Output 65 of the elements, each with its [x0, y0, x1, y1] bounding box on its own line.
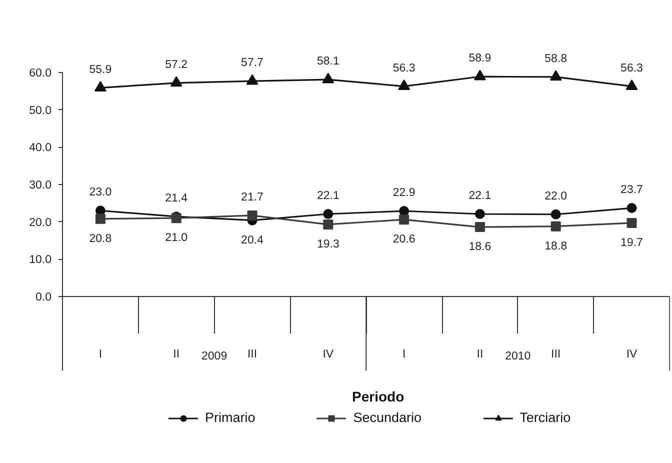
point	[399, 206, 410, 216]
point	[170, 76, 182, 87]
text: 2009	[202, 350, 228, 362]
data-label: 23.0	[89, 186, 112, 199]
point	[550, 221, 561, 232]
text: 2010	[505, 350, 531, 362]
data-label: 57.7	[241, 57, 264, 70]
data-label: 22.0	[544, 190, 568, 202]
point	[399, 214, 410, 225]
point	[398, 79, 410, 90]
data-label: 19.3	[316, 238, 340, 250]
data-label: 22.1	[316, 190, 340, 202]
data-label: 56.3	[620, 62, 643, 74]
data-label: 21.4	[165, 192, 188, 205]
data-label: 58.1	[316, 56, 340, 68]
data-label: 18.8	[544, 240, 568, 252]
data-label: 58.9	[468, 52, 492, 65]
data-label: 23.7	[620, 184, 643, 196]
x-tick-label: III	[551, 348, 561, 360]
data-label: 22.9	[392, 187, 416, 200]
x-tick-label: IV	[626, 348, 638, 360]
point	[474, 222, 485, 232]
x-tick-label: III	[247, 348, 258, 360]
x-tick-label: I	[98, 348, 102, 360]
x-tick-label: IV	[322, 348, 334, 360]
x-axis-title: Periodo	[352, 388, 404, 404]
y-tick-label: 50.0	[29, 104, 52, 117]
point	[246, 74, 258, 85]
data-label: 20.6	[392, 234, 416, 246]
data-label: 20.4	[241, 234, 264, 246]
legend-label: Secundario	[353, 410, 422, 425]
data-label: 56.3	[392, 62, 416, 74]
x-tick-label: II	[476, 348, 484, 360]
point	[474, 209, 485, 219]
x-tick-label: I	[402, 348, 406, 360]
point	[550, 70, 562, 81]
data-label: 57.2	[165, 58, 188, 71]
y-tick-label: 0.0	[36, 292, 52, 304]
data-label: 55.9	[89, 64, 112, 76]
data-label: 21.7	[241, 191, 264, 204]
legend-label: Primario	[205, 410, 256, 425]
point	[626, 218, 637, 228]
data-label: 21.0	[165, 232, 188, 244]
point	[247, 210, 258, 220]
data-label: 58.8	[544, 52, 568, 65]
y-tick-label: 40.0	[29, 142, 52, 154]
point	[323, 219, 334, 230]
point	[626, 79, 638, 90]
data-label: 19.7	[620, 236, 643, 249]
legend-label: Terciario	[520, 410, 571, 425]
point	[94, 80, 106, 92]
point	[323, 209, 334, 219]
point	[474, 70, 486, 80]
data-label: 18.6	[468, 241, 492, 254]
y-tick-label: 10.0	[29, 254, 52, 266]
y-tick-label: 30.0	[29, 180, 52, 192]
point	[95, 214, 106, 224]
point	[626, 203, 637, 214]
point	[550, 209, 561, 220]
point	[322, 72, 334, 84]
x-tick-label: II	[173, 348, 180, 360]
y-tick-label: 20.0	[29, 216, 52, 229]
data-label: 22.1	[468, 190, 492, 202]
data-label: 20.8	[89, 232, 112, 245]
y-tick-label: 60.0	[29, 68, 52, 80]
